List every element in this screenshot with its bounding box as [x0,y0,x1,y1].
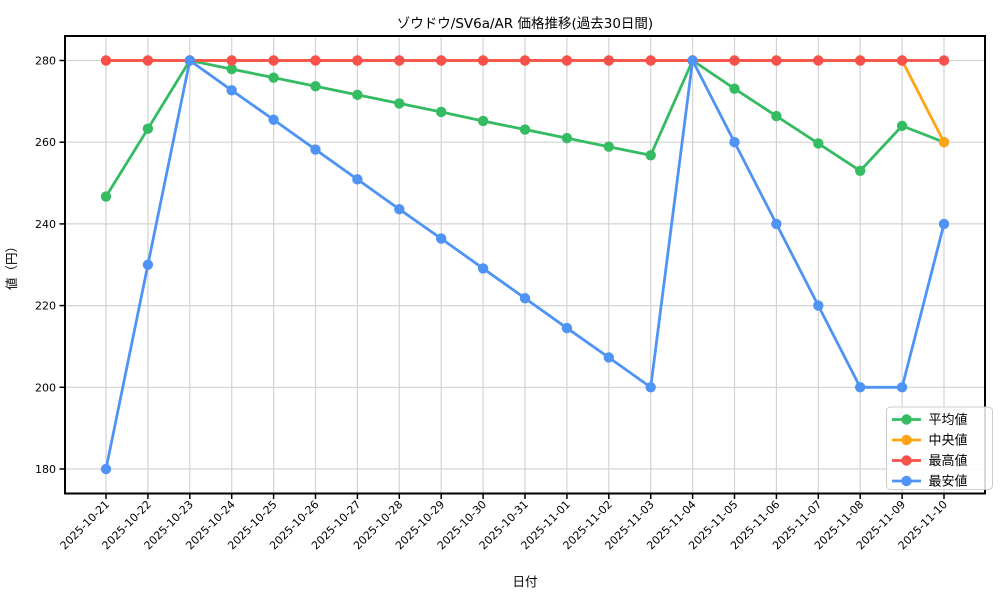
data-point-marker [561,132,573,144]
data-point-marker [813,138,824,149]
data-point-marker [352,174,363,185]
data-point-marker [603,352,614,363]
data-point-marker [729,137,740,148]
data-point-marker [268,55,279,66]
data-point-marker [394,98,405,109]
data-point-marker [226,85,237,96]
legend-box [886,406,993,490]
data-point-marker [310,55,321,66]
legend-marker [901,475,912,487]
data-point-marker [603,55,614,66]
data-point-marker [561,55,573,66]
data-point-marker [142,55,154,66]
y-tick-label: 260 [35,136,56,149]
data-point-marker [477,55,489,66]
y-tick-label: 220 [35,300,56,313]
legend-marker [901,455,912,466]
legend-label: 最安値 [929,474,968,490]
data-point-marker [896,55,908,66]
data-point-marker [226,55,237,66]
data-point-marker [394,203,405,215]
y-tick-label: 280 [35,55,56,68]
data-point-marker [687,55,698,66]
plot-border [64,35,986,495]
data-point-marker [436,106,447,118]
data-point-marker [310,144,321,155]
data-point-marker [855,55,866,66]
legend-label: 中央値 [929,433,968,449]
data-point-marker [100,55,112,66]
data-point-marker [896,382,908,393]
data-point-marker [268,114,279,125]
legend-label: 平均値 [929,412,968,428]
data-point-marker [938,218,950,230]
x-axis-label: 日付 [512,574,537,589]
data-point-marker [352,55,363,66]
data-point-marker [855,382,866,393]
data-point-marker [645,150,656,161]
data-point-marker [938,137,950,148]
data-point-marker [729,83,740,94]
data-point-marker [519,293,531,304]
data-point-marker [645,55,656,66]
data-point-marker [477,115,489,127]
y-tick-label: 200 [35,381,56,394]
data-point-marker [142,259,154,270]
data-point-marker [100,191,112,202]
data-point-marker [561,322,573,334]
data-point-marker [771,55,782,66]
data-point-marker [813,55,824,66]
legend-marker [901,434,912,446]
data-point-marker [813,300,824,311]
data-point-marker [729,55,740,66]
data-point-marker [226,63,237,75]
y-axis-label: 値（円） [4,240,19,290]
y-tick-label: 180 [35,463,56,476]
data-point-marker [519,55,531,66]
legend-label: 最高値 [929,453,968,469]
data-point-marker [436,55,447,66]
data-point-marker [603,141,614,152]
chart-title: ゾウドウ/SV6a/AR 価格推移(過去30日間) [397,16,653,32]
data-point-marker [184,55,195,66]
data-point-marker [938,55,950,66]
data-point-marker [352,89,363,101]
chart-layers: 2025-10-212025-10-222025-10-232025-10-24… [35,35,993,552]
data-point-marker [896,120,908,132]
data-point-marker [100,463,112,475]
legend-marker [901,414,912,425]
data-point-marker [142,123,154,134]
data-point-marker [477,263,489,274]
data-point-marker [394,55,405,66]
data-point-marker [771,218,782,230]
data-point-marker [310,81,321,92]
y-tick-label: 240 [35,218,56,231]
data-point-marker [436,233,447,244]
data-point-marker [771,110,782,122]
data-point-marker [519,124,531,135]
data-point-marker [855,165,866,176]
data-point-marker [645,382,656,393]
data-point-marker [268,72,279,83]
